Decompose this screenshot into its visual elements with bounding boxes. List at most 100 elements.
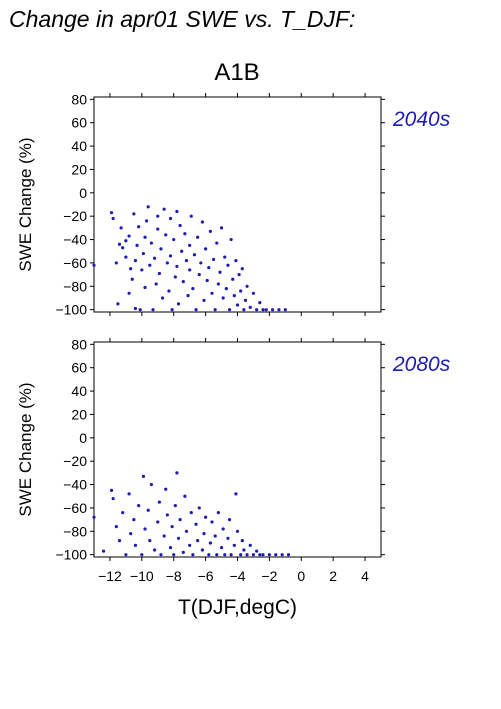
data-point (210, 291, 214, 295)
data-point (251, 291, 256, 295)
data-point (114, 261, 118, 265)
data-point (133, 306, 138, 311)
data-point (146, 205, 150, 209)
y-tick-label: −60 (63, 255, 87, 271)
data-point (173, 503, 177, 508)
data-point (240, 539, 244, 543)
x-tick-label: 0 (297, 568, 305, 584)
data-point (191, 553, 195, 557)
data-point (124, 553, 128, 557)
data-point (121, 246, 125, 250)
x-tick-label: −4 (230, 568, 246, 584)
data-point (255, 549, 259, 553)
data-point (235, 303, 240, 307)
data-point (231, 277, 235, 281)
data-point (101, 549, 106, 553)
data-point (223, 255, 227, 259)
data-point (162, 207, 166, 211)
data-point (168, 546, 173, 550)
y-tick-label: −40 (63, 477, 87, 493)
data-point (92, 515, 96, 519)
panel-label: 2080s (392, 353, 451, 376)
data-point (127, 234, 131, 238)
data-point (164, 487, 168, 491)
data-point (133, 258, 138, 263)
data-point (240, 267, 244, 271)
data-point (242, 308, 246, 312)
data-point (164, 233, 168, 237)
data-point (197, 273, 201, 277)
data-point (234, 258, 238, 263)
data-point (156, 214, 160, 218)
y-tick-label: −100 (55, 302, 87, 318)
data-point (172, 553, 176, 557)
data-point (176, 302, 181, 306)
data-point (119, 226, 123, 230)
x-tick-label: −12 (98, 568, 122, 584)
panel-label: 2040s (392, 108, 451, 131)
data-point (255, 308, 259, 312)
y-tick-label: −60 (63, 500, 87, 516)
data-point (175, 264, 179, 269)
data-point (159, 553, 163, 557)
data-point (223, 553, 227, 557)
data-point (235, 529, 240, 533)
data-point (186, 294, 190, 298)
data-point (202, 298, 206, 302)
data-point (207, 553, 211, 557)
data-point (149, 241, 153, 245)
data-point (202, 532, 206, 536)
data-point (165, 513, 169, 517)
data-point (245, 553, 249, 557)
data-point (165, 261, 169, 265)
data-point (152, 548, 157, 552)
data-point (270, 308, 275, 312)
data-point (146, 508, 150, 512)
data-point (200, 548, 205, 552)
data-point (132, 212, 136, 216)
y-tick-label: 80 (71, 336, 87, 352)
data-point (152, 256, 157, 260)
y-axis-label: SWE Change (%) (16, 382, 35, 516)
data-point (283, 308, 287, 312)
data-point (156, 227, 160, 231)
y-tick-label: 80 (71, 91, 87, 107)
data-point (188, 543, 192, 547)
data-point (205, 278, 209, 283)
data-point (184, 258, 189, 263)
data-point (127, 492, 131, 496)
data-point (109, 488, 114, 492)
data-point (181, 550, 185, 554)
data-point (277, 308, 281, 312)
data-point (208, 229, 212, 233)
data-point (196, 235, 200, 239)
data-point (239, 553, 243, 557)
x-tick-label: 2 (329, 568, 337, 584)
data-point (162, 534, 166, 538)
data-point (117, 242, 122, 246)
data-point (154, 282, 158, 286)
data-point (280, 553, 284, 557)
data-point (229, 553, 233, 557)
data-point (229, 237, 233, 242)
data-point (197, 506, 201, 510)
data-point (141, 474, 146, 478)
data-point (138, 308, 142, 312)
data-point (170, 308, 174, 312)
data-point (159, 247, 163, 251)
data-point (160, 296, 165, 300)
data-point (167, 289, 171, 293)
data-point (211, 257, 216, 262)
data-point (245, 284, 249, 288)
x-tick-label: −6 (198, 568, 214, 584)
data-point (172, 237, 176, 242)
y-tick-label: −100 (55, 547, 87, 563)
data-point (189, 214, 193, 218)
data-point (234, 492, 238, 496)
y-tick-label: 0 (79, 430, 87, 446)
data-point (132, 518, 136, 522)
y-tick-label: −80 (63, 278, 87, 294)
plot-frame (93, 96, 382, 313)
data-point (168, 216, 173, 221)
